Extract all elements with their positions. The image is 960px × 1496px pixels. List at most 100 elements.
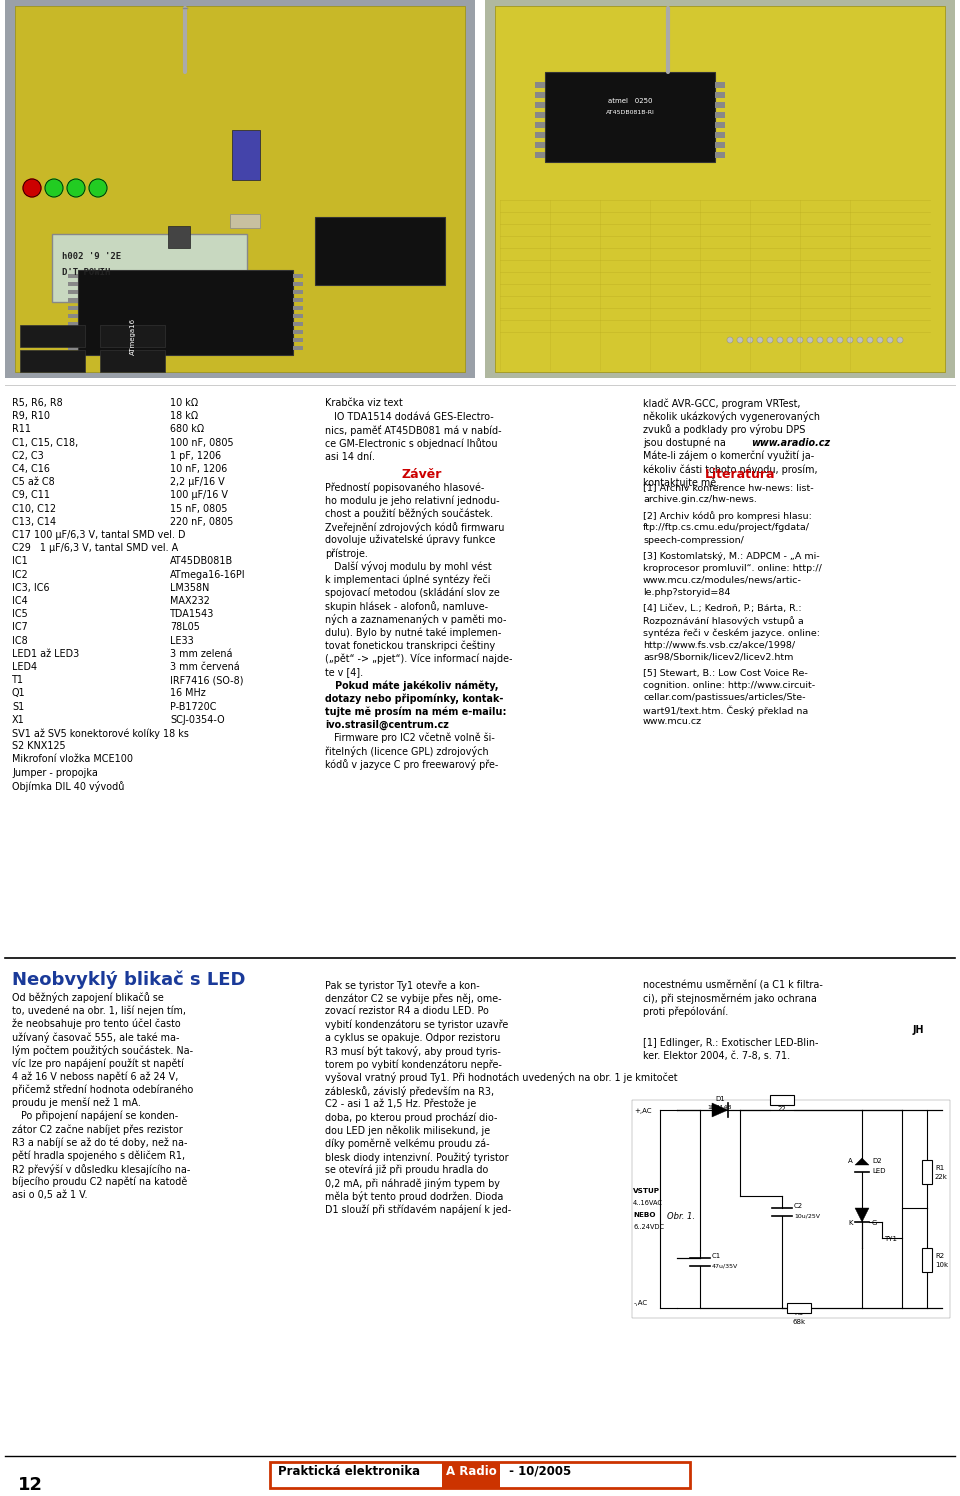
Text: Rozpoznávání hlasových vstupů a: Rozpoznávání hlasových vstupů a <box>643 616 804 627</box>
Bar <box>715 112 725 118</box>
Text: IC5: IC5 <box>12 609 28 619</box>
Text: 10u/25V: 10u/25V <box>794 1213 820 1219</box>
Text: - 10/2005: - 10/2005 <box>505 1465 571 1478</box>
Text: 10 kΩ: 10 kΩ <box>170 398 198 408</box>
Text: ivo.strasil@centrum.cz: ivo.strasil@centrum.cz <box>325 720 449 730</box>
Text: ho modulu je jeho relativní jednodu-: ho modulu je jeho relativní jednodu- <box>325 495 499 506</box>
Text: 16 MHz: 16 MHz <box>170 688 205 699</box>
Text: Zveřejnění zdrojových kódů firmwaru: Zveřejnění zdrojových kódů firmwaru <box>325 522 504 533</box>
Circle shape <box>737 337 743 343</box>
Text: proudu je menší než 1 mA.: proudu je menší než 1 mA. <box>12 1098 141 1109</box>
Bar <box>922 1159 932 1183</box>
Text: 100 μF/16 V: 100 μF/16 V <box>170 491 228 500</box>
Text: Předností popisovaného hlasové-: Předností popisovaného hlasové- <box>325 482 485 492</box>
Bar <box>485 0 955 378</box>
Text: C2 - asi 1 až 1,5 Hz. Přestože je: C2 - asi 1 až 1,5 Hz. Přestože je <box>325 1098 476 1110</box>
Text: IC1: IC1 <box>12 557 28 567</box>
Text: ATmega16-16PI: ATmega16-16PI <box>170 570 246 579</box>
Text: bíjecího proudu C2 napětí na katodě: bíjecího proudu C2 napětí na katodě <box>12 1177 187 1188</box>
Text: A: A <box>848 1158 852 1164</box>
Bar <box>270 1462 690 1489</box>
Text: Objímka DIL 40 vývodů: Objímka DIL 40 vývodů <box>12 781 125 791</box>
Text: K: K <box>848 1221 852 1227</box>
Text: C4, C16: C4, C16 <box>12 464 50 474</box>
Bar <box>545 72 715 162</box>
Text: 4 až 16 V neboss napětí 6 až 24 V,: 4 až 16 V neboss napětí 6 až 24 V, <box>12 1071 179 1082</box>
Text: D1 slouží při střídavém napájení k jed-: D1 slouží při střídavém napájení k jed- <box>325 1204 512 1215</box>
Text: měla být tento proud dodržen. Dioda: měla být tento proud dodržen. Dioda <box>325 1191 503 1203</box>
Text: dovoluje uživatelské úpravy funkce: dovoluje uživatelské úpravy funkce <box>325 534 495 546</box>
Text: Další vývoj modulu by mohl vést: Další vývoj modulu by mohl vést <box>325 561 492 571</box>
Circle shape <box>827 337 833 343</box>
Text: zátor C2 začne nabíjet přes rezistor: zátor C2 začne nabíjet přes rezistor <box>12 1123 182 1134</box>
Circle shape <box>897 337 903 343</box>
Text: www.mcu.cz: www.mcu.cz <box>643 718 702 727</box>
Text: archive.gin.cz/hw-news.: archive.gin.cz/hw-news. <box>643 495 756 504</box>
Bar <box>293 307 303 310</box>
Text: zovací rezistor R4 a diodu LED. Po: zovací rezistor R4 a diodu LED. Po <box>325 1007 489 1016</box>
Bar <box>535 142 545 148</box>
Text: Závěr: Závěr <box>402 468 443 482</box>
Text: S1: S1 <box>12 702 24 712</box>
Text: 3 mm zelená: 3 mm zelená <box>170 649 232 658</box>
Text: denzátor C2 se vybije přes něj, ome-: denzátor C2 se vybije přes něj, ome- <box>325 993 502 1004</box>
Text: R4: R4 <box>778 1098 786 1104</box>
Bar <box>68 307 78 310</box>
Text: asi o 0,5 až 1 V.: asi o 0,5 až 1 V. <box>12 1189 87 1200</box>
Text: C5 až C8: C5 až C8 <box>12 477 55 488</box>
Text: C29   1 μF/6,3 V, tantal SMD vel. A: C29 1 μF/6,3 V, tantal SMD vel. A <box>12 543 179 554</box>
Text: IC2: IC2 <box>12 570 28 579</box>
Text: http://www.fs.vsb.cz/akce/1998/: http://www.fs.vsb.cz/akce/1998/ <box>643 640 795 649</box>
Bar <box>168 226 190 248</box>
Text: S2 KNX125: S2 KNX125 <box>12 741 65 751</box>
Bar <box>20 325 85 347</box>
Bar <box>315 217 445 286</box>
Bar <box>293 314 303 319</box>
Bar <box>100 325 165 347</box>
Text: P-B1720C: P-B1720C <box>170 702 217 712</box>
Bar <box>68 283 78 286</box>
Text: víc lze pro napájení použít st napětí: víc lze pro napájení použít st napětí <box>12 1058 184 1068</box>
Bar <box>293 298 303 302</box>
Text: D'T POWIH: D'T POWIH <box>62 268 110 277</box>
Text: Po připojení napájení se konden-: Po připojení napájení se konden- <box>12 1112 179 1122</box>
Text: IO TDA1514 dodává GES-Electro-: IO TDA1514 dodává GES-Electro- <box>325 411 493 422</box>
Circle shape <box>767 337 773 343</box>
Circle shape <box>45 180 63 197</box>
Bar <box>715 82 725 88</box>
Text: ce GM-Electronic s objednací lhůtou: ce GM-Electronic s objednací lhůtou <box>325 438 497 449</box>
Text: Jumper - propojka: Jumper - propojka <box>12 767 98 778</box>
Text: speech-compression/: speech-compression/ <box>643 536 744 545</box>
Text: 1N4148: 1N4148 <box>708 1106 732 1110</box>
Bar <box>535 123 545 129</box>
Bar <box>715 142 725 148</box>
Text: to, uvedené na obr. 1, liší nejen tím,: to, uvedené na obr. 1, liší nejen tím, <box>12 1005 186 1016</box>
Text: NEBO: NEBO <box>633 1212 656 1218</box>
Bar <box>442 1462 500 1489</box>
Circle shape <box>777 337 783 343</box>
Bar <box>5 0 475 378</box>
Text: Obr. 1.: Obr. 1. <box>667 1212 695 1221</box>
Text: h002 '9 '2E: h002 '9 '2E <box>62 251 121 260</box>
Circle shape <box>887 337 893 343</box>
Bar <box>535 153 545 159</box>
Text: C13, C14: C13, C14 <box>12 516 56 527</box>
Text: Neobvyklý blikač s LED: Neobvyklý blikač s LED <box>12 969 246 989</box>
Text: te v [4].: te v [4]. <box>325 667 363 676</box>
Text: dotazy nebo připomínky, kontak-: dotazy nebo připomínky, kontak- <box>325 693 503 703</box>
Text: R3 musí být takový, aby proud tyris-: R3 musí být takový, aby proud tyris- <box>325 1046 501 1058</box>
Text: [5] Stewart, B.: Low Cost Voice Re-: [5] Stewart, B.: Low Cost Voice Re- <box>643 669 807 678</box>
Circle shape <box>23 180 41 197</box>
Text: LED1 až LED3: LED1 až LED3 <box>12 649 80 658</box>
Bar <box>293 322 303 326</box>
Text: LED4: LED4 <box>12 663 37 672</box>
Bar <box>495 6 945 373</box>
Bar <box>293 338 303 343</box>
Text: dou LED jen několik milisekund, je: dou LED jen několik milisekund, je <box>325 1125 491 1135</box>
Text: dulu). Bylo by nutné také implemen-: dulu). Bylo by nutné také implemen- <box>325 627 501 637</box>
Text: 0,2 mA, při náhradě jiným typem by: 0,2 mA, při náhradě jiným typem by <box>325 1177 500 1189</box>
Text: 2,2 μF/16 V: 2,2 μF/16 V <box>170 477 225 488</box>
Bar <box>715 153 725 159</box>
Text: C1: C1 <box>712 1254 721 1260</box>
Bar <box>715 91 725 99</box>
